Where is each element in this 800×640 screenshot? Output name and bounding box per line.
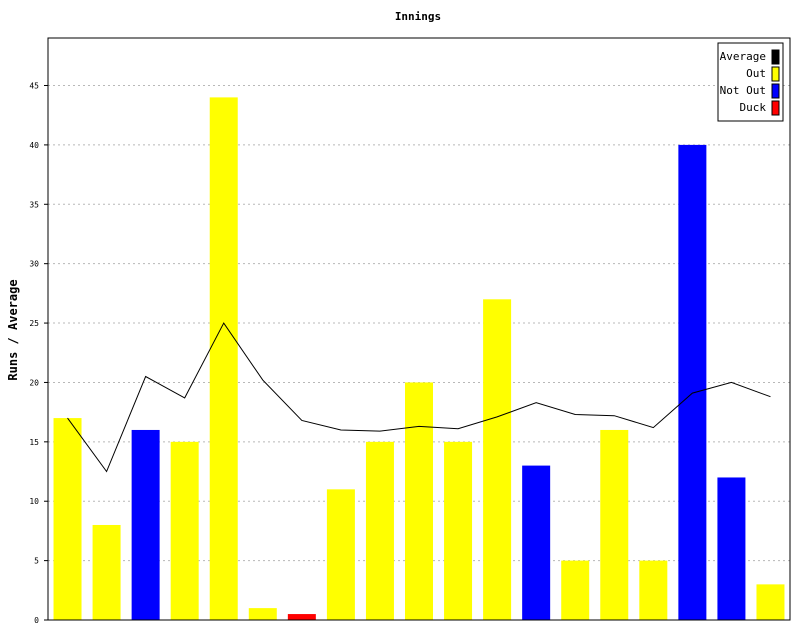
bar-18 (717, 477, 746, 620)
average-line-layer (67, 322, 771, 473)
bars (53, 97, 785, 621)
plot-frame (47, 37, 791, 621)
bar-14 (561, 560, 590, 620)
bar-7 (287, 614, 316, 620)
axes (47, 37, 791, 621)
legend: Average Out Not Out Duck (717, 42, 784, 122)
y-axis-label: Runs / Average (6, 279, 20, 380)
bar-10 (405, 382, 433, 620)
bar-8 (326, 489, 355, 620)
legend-label: Not Out (720, 84, 766, 97)
bar-16 (639, 560, 668, 620)
legend-swatch (771, 66, 780, 82)
legend-swatch (771, 83, 780, 99)
y-tick-label: 5 (34, 557, 39, 566)
bar-2 (92, 524, 121, 620)
bar-6 (248, 608, 277, 620)
bar-9 (365, 441, 394, 620)
y-tick-label: 30 (29, 260, 39, 269)
y-tick-label: 20 (29, 378, 39, 387)
y-tick-label: 15 (29, 438, 39, 447)
bar-1 (53, 418, 82, 620)
bar-11 (444, 441, 473, 620)
bar-3 (131, 429, 160, 620)
bar-13 (522, 465, 551, 620)
average-line (67, 322, 771, 473)
bar-12 (483, 299, 512, 620)
legend-swatch (771, 100, 780, 116)
y-tick-label: 45 (29, 82, 39, 91)
legend-swatch (771, 49, 780, 65)
bar-4 (170, 441, 199, 620)
legend-label: Duck (740, 101, 767, 114)
y-tick-labels: 0 5 10 15 20 25 30 35 40 45 (29, 82, 48, 625)
y-tick-label: 0 (34, 616, 39, 625)
y-tick-label: 40 (29, 141, 39, 150)
y-tick-label: 35 (29, 200, 39, 209)
bar-17 (678, 144, 707, 621)
y-tick-label: 25 (29, 319, 39, 328)
legend-label: Average (720, 50, 766, 63)
chart-title: Innings (395, 10, 441, 23)
bar-15 (600, 429, 629, 620)
legend-label: Out (746, 67, 766, 80)
bar-5 (209, 97, 238, 620)
bar-19 (756, 584, 785, 620)
y-tick-label: 10 (29, 497, 39, 506)
